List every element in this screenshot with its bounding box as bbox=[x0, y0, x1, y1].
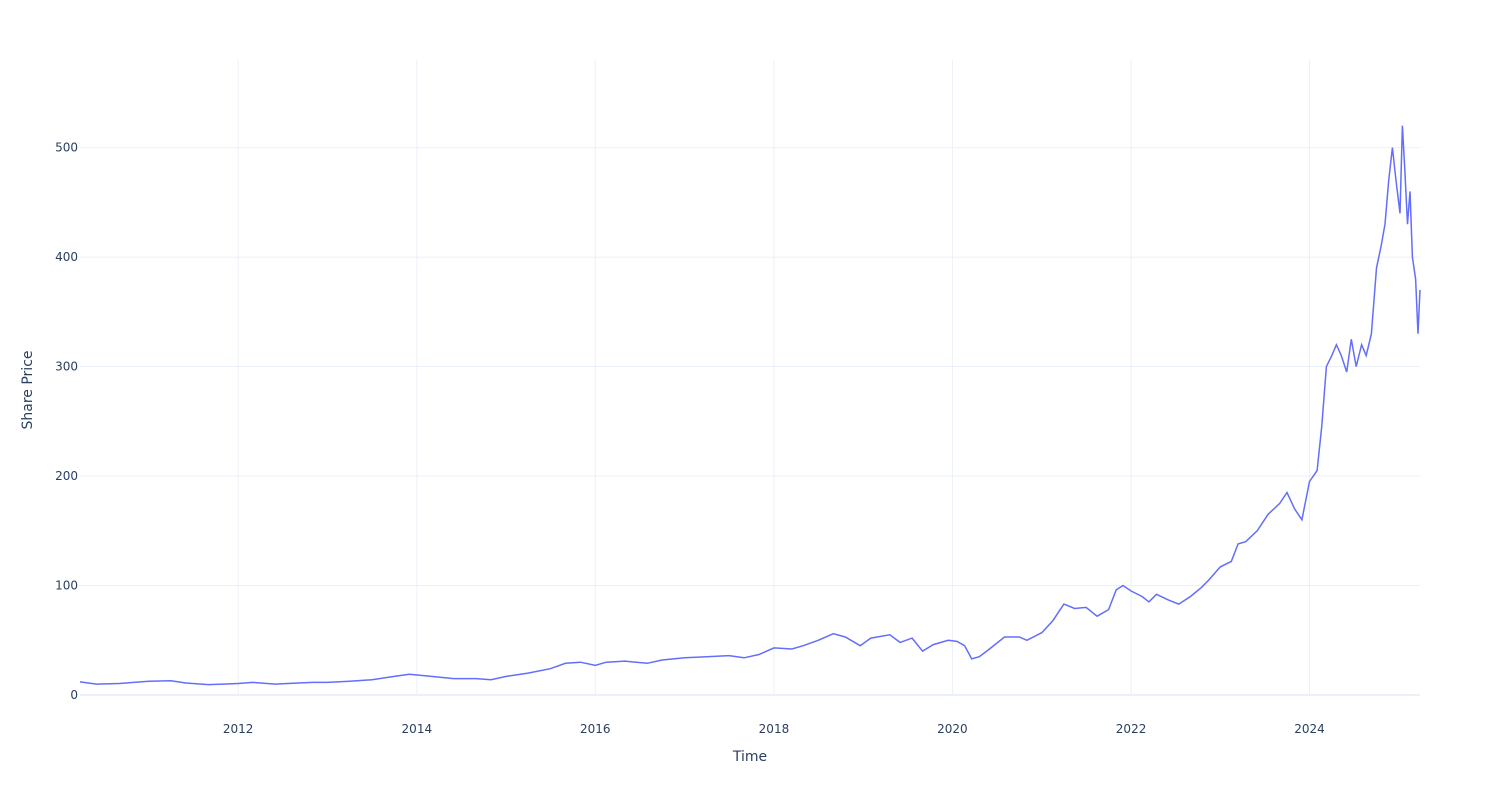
x-tick-label: 2018 bbox=[759, 722, 790, 736]
y-tick-label: 200 bbox=[55, 469, 78, 483]
x-tick-label: 2014 bbox=[402, 722, 433, 736]
y-tick-label: 500 bbox=[55, 141, 78, 155]
x-tick-labels: 2012 2014 2016 2018 2020 2022 2024 bbox=[223, 722, 1325, 736]
x-tick-label: 2022 bbox=[1116, 722, 1147, 736]
y-tick-label: 0 bbox=[70, 688, 78, 702]
y-gridlines bbox=[80, 147, 1420, 696]
x-tick-label: 2012 bbox=[223, 722, 254, 736]
y-tick-label: 100 bbox=[55, 579, 78, 593]
y-axis-title: Share Price bbox=[20, 350, 36, 429]
y-tick-labels: 0 100 200 300 400 500 bbox=[55, 141, 78, 702]
x-gridlines bbox=[237, 60, 1311, 695]
y-tick-label: 400 bbox=[55, 250, 78, 264]
x-tick-label: 2024 bbox=[1294, 722, 1325, 736]
x-axis-title: Time bbox=[732, 749, 767, 765]
x-tick-label: 2016 bbox=[580, 722, 611, 736]
series-line bbox=[79, 125, 1421, 686]
x-tick-label: 2020 bbox=[937, 722, 968, 736]
y-tick-label: 300 bbox=[55, 360, 78, 374]
